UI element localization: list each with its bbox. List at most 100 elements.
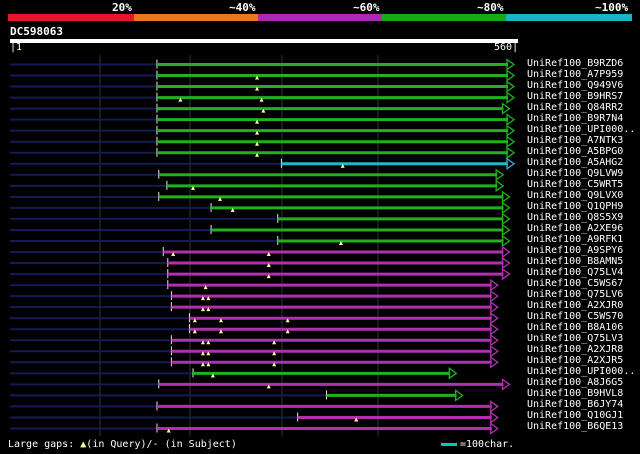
hit-label[interactable]: UniRef100_Q75LV6 xyxy=(527,289,624,301)
hit-label[interactable]: UniRef100_B6QE13 xyxy=(527,421,624,433)
gap-marker xyxy=(191,185,196,190)
legend-label-80: ~80% xyxy=(477,1,504,14)
gap-marker xyxy=(200,296,205,301)
legend-label-60: ~60% xyxy=(353,1,380,14)
hit-end-arrow xyxy=(490,322,499,336)
hit-label[interactable]: UniRef100_A8J6G5 xyxy=(527,377,624,389)
gaps-label: Large gaps: xyxy=(8,439,75,450)
hit-label[interactable]: UniRef100_A7P959 xyxy=(527,68,624,80)
gap-marker xyxy=(354,417,359,422)
gap-marker xyxy=(192,318,197,323)
gap-marker xyxy=(272,340,277,345)
gap-marker xyxy=(192,329,197,334)
hit-label[interactable]: UniRef100_Q75LV3 xyxy=(527,333,624,345)
hit-label[interactable]: UniRef100_A5AHG2 xyxy=(527,156,624,168)
hit-label[interactable]: UniRef100_UPI000.. xyxy=(527,123,636,135)
hit-label[interactable]: UniRef100_B9HRS7 xyxy=(527,90,624,102)
gap-marker xyxy=(206,362,211,367)
gap-marker xyxy=(272,351,277,356)
gap-marker xyxy=(200,362,205,367)
hit-end-arrow xyxy=(495,168,505,182)
hit-end-arrow xyxy=(506,157,516,171)
hit-end-arrow xyxy=(501,190,511,204)
scale-label: =100char. xyxy=(460,439,515,450)
hit-label[interactable]: UniRef100_B9RZD6 xyxy=(527,57,624,69)
hit-label[interactable]: UniRef100_B8A106 xyxy=(527,322,624,334)
hit-end-arrow xyxy=(501,212,511,226)
hit-end-arrow xyxy=(506,146,516,160)
legend-segment-80 xyxy=(382,14,506,21)
hit-label[interactable]: UniRef100_A9RFK1 xyxy=(527,233,624,245)
hit-label[interactable]: UniRef100_A2XJR0 xyxy=(527,300,624,312)
hit-end-arrow xyxy=(495,179,505,193)
hit-label[interactable]: UniRef100_Q949V6 xyxy=(527,79,624,91)
legend-segment-40 xyxy=(134,14,258,21)
hit-label[interactable]: UniRef100_Q10GJ1 xyxy=(527,410,624,422)
hit-label[interactable]: UniRef100_Q84RR2 xyxy=(527,101,624,113)
hit-end-arrow xyxy=(501,267,511,281)
gap-marker xyxy=(255,130,260,135)
gap-marker xyxy=(255,152,260,157)
hit-end-arrow xyxy=(506,124,516,137)
hit-label[interactable]: UniRef100_C5WRT5 xyxy=(527,178,624,190)
hit-label[interactable]: UniRef100_Q75LV4 xyxy=(527,267,624,279)
hit-label[interactable]: UniRef100_A9SPY6 xyxy=(527,245,624,256)
hit-label[interactable]: UniRef100_Q9LVX0 xyxy=(527,189,624,201)
hit-label[interactable]: UniRef100_B6JY74 xyxy=(527,399,624,411)
gap-marker xyxy=(285,329,290,334)
gap-marker xyxy=(200,340,205,345)
legend-segment-60 xyxy=(258,14,382,21)
query-gap-icon: ▲ xyxy=(80,439,87,450)
gap-marker xyxy=(285,318,290,323)
identity-legend: 20% ~40% ~60% ~80% ~100% xyxy=(0,0,640,24)
hit-label[interactable]: UniRef100_B9R7N4 xyxy=(527,112,624,124)
gap-marker xyxy=(266,274,271,279)
hit-label[interactable]: UniRef100_A2XJR5 xyxy=(527,355,624,367)
gap-marker xyxy=(266,263,271,268)
hit-label[interactable]: UniRef100_C5WS67 xyxy=(527,278,624,290)
gap-marker xyxy=(266,252,271,257)
gap-marker xyxy=(255,141,260,146)
gap-marker xyxy=(206,351,211,356)
query-ruler xyxy=(10,39,518,43)
hit-label[interactable]: UniRef100_Q1QPH9 xyxy=(527,200,624,212)
subject-gap-icon: - xyxy=(152,439,159,450)
hit-end-arrow xyxy=(490,311,499,325)
gap-marker xyxy=(200,307,205,312)
hit-end-arrow xyxy=(506,69,516,82)
ruler-start-label: |1 xyxy=(10,42,23,53)
in-query-label: (in Query)/ xyxy=(86,439,153,450)
hit-end-arrow xyxy=(506,135,516,148)
hit-label[interactable]: UniRef100_A2XJR8 xyxy=(527,344,624,356)
hit-end-arrow xyxy=(490,422,499,435)
legend-label-40: ~40% xyxy=(229,1,256,14)
hit-label[interactable]: UniRef100_A5BPG0 xyxy=(527,145,624,157)
hit-end-arrow xyxy=(506,113,516,126)
gap-marker xyxy=(255,75,260,80)
hit-label[interactable]: UniRef100_B8AMN5 xyxy=(527,256,624,268)
hit-label[interactable]: UniRef100_B9HVL8 xyxy=(527,388,624,400)
hit-end-arrow xyxy=(501,234,511,248)
hit-label[interactable]: UniRef100_UPI000.. xyxy=(527,366,636,378)
hit-end-arrow xyxy=(501,102,511,115)
gap-marker xyxy=(261,108,266,113)
gap-marker xyxy=(206,296,211,301)
hit-end-arrow xyxy=(501,378,511,391)
hit-end-arrow xyxy=(490,345,499,358)
hit-label[interactable]: UniRef100_C5WS70 xyxy=(527,311,624,323)
gap-marker xyxy=(340,163,345,168)
legend-segment-100 xyxy=(506,14,632,21)
hit-label[interactable]: UniRef100_Q8S5X9 xyxy=(527,211,624,223)
hit-end-arrow xyxy=(501,256,511,270)
legend-label-20: 20% xyxy=(112,1,132,14)
hit-end-arrow xyxy=(501,245,511,259)
gap-marker xyxy=(218,329,223,334)
hit-label[interactable]: UniRef100_Q9LVW9 xyxy=(527,167,624,179)
hit-label[interactable]: UniRef100_A2XE96 xyxy=(527,222,624,234)
hit-end-arrow xyxy=(490,300,499,314)
ruler-end-label: 560| xyxy=(494,42,519,53)
hit-label[interactable]: UniRef100_A7NTK3 xyxy=(527,134,624,146)
gap-marker xyxy=(171,252,176,257)
gap-marker xyxy=(200,351,205,356)
